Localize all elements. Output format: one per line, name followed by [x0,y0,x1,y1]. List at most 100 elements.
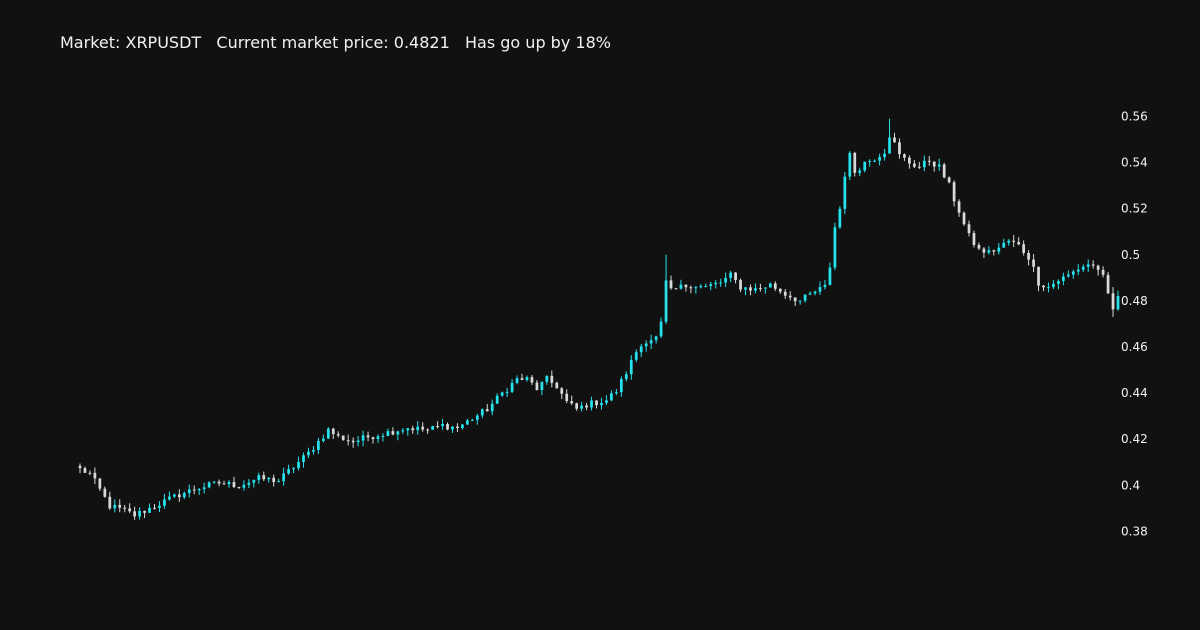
candle-up [480,409,484,416]
candle-down [1091,264,1095,266]
candle-up [868,161,872,163]
candle-up [838,208,842,228]
candle-down [942,164,946,178]
candle-down [1017,241,1021,245]
candle-up [182,493,186,498]
candle-up [714,282,718,285]
candle-up [664,280,668,322]
candle-up [888,137,891,154]
candle-down [793,297,797,302]
candle-up [172,494,176,497]
candle-up [515,378,519,383]
candle-up [545,375,549,382]
candle-up [381,435,385,437]
candle-down [1037,266,1040,286]
candle-down [903,154,906,158]
candle-up [451,426,454,430]
candle-down [118,504,122,508]
candle-up [600,402,603,406]
candle-down [932,161,936,167]
candle-down [570,401,574,404]
candle-down [1042,285,1045,288]
candle-up [416,426,420,431]
candle-down [232,481,236,487]
candle-up [694,287,698,289]
candle-down [123,507,127,509]
candle-down [759,288,762,290]
candle-up [644,343,648,347]
candle-up [1002,242,1006,248]
y-tick-label: 0.5 [1121,248,1140,262]
candle-up [252,480,256,483]
candle-down [674,288,678,290]
candle-up [659,321,663,337]
candle-up [386,431,390,436]
candle-up [297,462,300,469]
candle-down [739,280,742,290]
candle-up [639,346,643,353]
candle-down [485,409,489,412]
candle-up [187,489,191,494]
candle-up [858,170,862,173]
candle-up [540,381,544,390]
candle-up [615,392,618,394]
candle-up [148,507,151,513]
candle-up [828,267,832,285]
candle-down [962,212,966,225]
candle-up [754,288,757,291]
candle-up [843,176,847,209]
candle-up [649,340,653,344]
candle-down [530,377,534,383]
candle-up [227,481,231,485]
candle-up [490,403,494,412]
candle-up [1047,287,1050,289]
candle-down [93,472,97,479]
candle-down [783,291,787,296]
candle-up [580,405,583,409]
candle-up [312,449,315,452]
candle-down [1106,274,1110,294]
candle-up [500,392,504,396]
y-tick-label: 0.46 [1121,340,1148,354]
candle-up [848,152,852,177]
candle-down [446,423,449,430]
y-tick-label: 0.56 [1121,109,1148,123]
candle-up [878,157,881,161]
candle-down [992,250,996,252]
candle-up [197,489,201,491]
candle-down [689,287,693,289]
candle-down [331,428,335,435]
candle-down [411,428,415,431]
candle-up [287,469,290,474]
candle-up [629,359,633,375]
candle-up [326,428,330,439]
candle-down [908,157,911,164]
candle-up [292,468,295,470]
candle-down [520,378,524,380]
candle-up [1071,271,1075,275]
candle-down [595,400,598,406]
candle-down [927,160,931,162]
candle-up [610,393,613,401]
candle-up [605,400,608,403]
candle-down [917,166,921,168]
candle-down [88,472,92,474]
candle-down [575,403,579,409]
candle-down [83,468,87,473]
candle-down [684,284,688,288]
candle-up [634,352,638,360]
candle-up [495,395,499,404]
candle-up [317,440,320,450]
candle-up [431,426,434,430]
candle-down [108,496,112,509]
candle-down [967,224,971,234]
candle-up [997,247,1001,252]
candle-down [98,478,102,489]
candle-up [818,287,822,292]
candle-up [1081,266,1085,270]
candle-down [133,511,136,517]
y-tick-label: 0.54 [1121,156,1148,170]
candle-up [376,436,380,440]
candle-down [346,440,350,442]
